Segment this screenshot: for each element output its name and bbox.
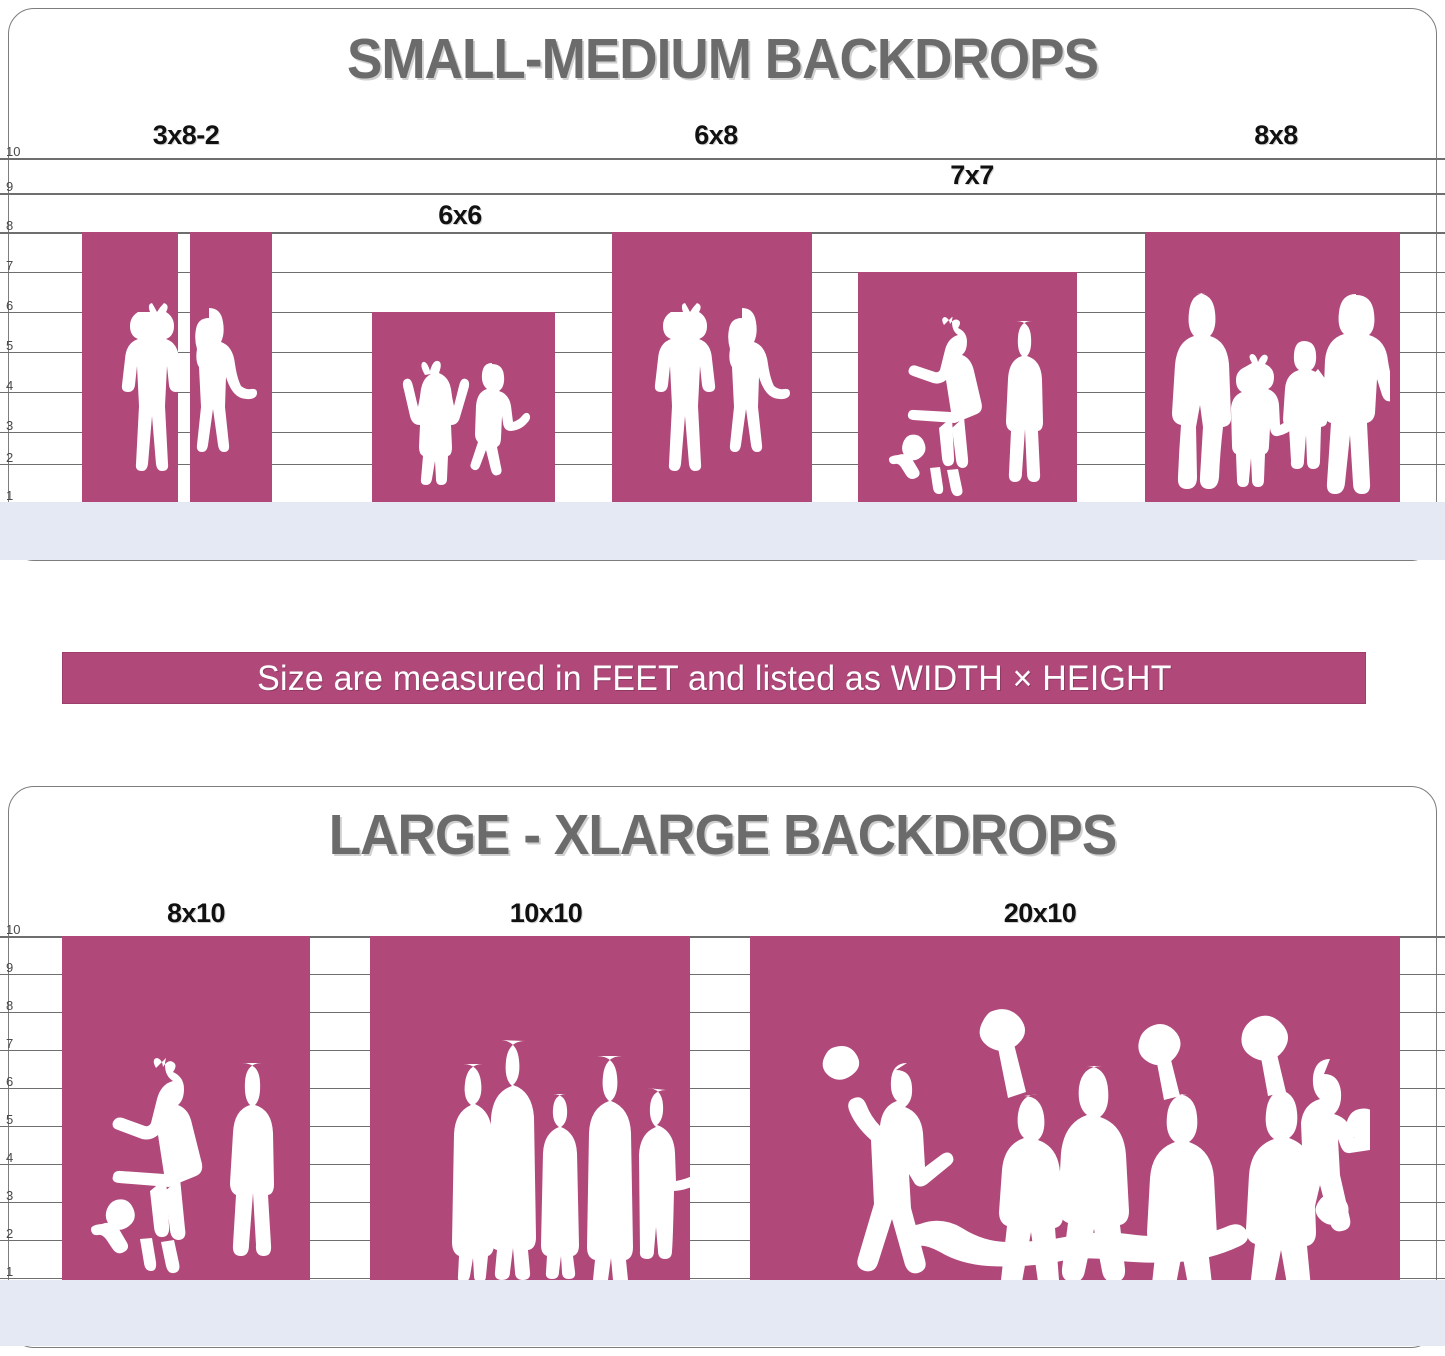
bar-label-20x10: 20x10 [1003, 898, 1077, 928]
tick-label-b-4: 4 [6, 1150, 14, 1165]
bar-label-7x7: 7x7 [950, 160, 994, 190]
gridline-b-4 [0, 1164, 1445, 1165]
tick-label-4: 4 [6, 378, 14, 393]
tick-label-8: 8 [6, 218, 14, 233]
size-note-banner: Size are measured in FEET and listed as … [62, 652, 1366, 704]
tick-label-9: 9 [6, 179, 14, 194]
family-of-four-silhouette [1158, 287, 1390, 502]
gridline-10 [0, 158, 1445, 160]
tick-label-b-10: 10 [6, 922, 21, 937]
cheerleader-squad-silhouette [800, 1000, 1370, 1280]
gridline-9 [0, 193, 1445, 195]
two-girls-silhouette-a [112, 302, 262, 502]
two-children-silhouette [395, 359, 535, 502]
tick-label-3: 3 [6, 418, 14, 433]
floor-strip-bottom [0, 1280, 1445, 1346]
bar-label-10x10: 10x10 [509, 898, 583, 928]
gridline-b-9 [0, 974, 1445, 975]
two-girls-silhouette-b [645, 302, 795, 502]
bar-6x6[interactable] [372, 312, 555, 502]
tick-label-7: 7 [6, 258, 14, 273]
bar-label-8x10: 8x10 [166, 898, 226, 928]
group-of-people-silhouette [425, 1032, 695, 1280]
tick-label-2: 2 [6, 450, 14, 465]
bar-label-6x6: 6x6 [438, 200, 482, 230]
tick-label-b-3: 3 [6, 1188, 14, 1203]
woman-stroller-man-silhouette-a [880, 317, 1055, 502]
gridline-b-6 [0, 1088, 1445, 1089]
tick-label-5: 5 [6, 338, 14, 353]
tick-label-b-8: 8 [6, 998, 14, 1013]
floor-strip-top [0, 502, 1445, 560]
gridline-b-10 [0, 936, 1445, 938]
gridline-b-2 [0, 1240, 1445, 1241]
tick-label-b-7: 7 [6, 1036, 14, 1051]
tick-label-b-5: 5 [6, 1112, 14, 1127]
tick-label-b-9: 9 [6, 960, 14, 975]
bar-label-3x8-2: 3x8-2 [152, 120, 220, 150]
chart-large-xlarge: 10 9 8 7 6 5 4 3 2 1 [0, 900, 1445, 1280]
gridline-b-1 [0, 1278, 1445, 1279]
page-title-large-xlarge: LARGE - XLARGE BACKDROPS [328, 803, 1118, 867]
bar-label-6x8: 6x8 [694, 120, 738, 150]
page-title-small-medium: SMALL-MEDIUM BACKDROPS [346, 27, 1099, 91]
tick-label-b-2: 2 [6, 1226, 14, 1241]
tick-label-b-6: 6 [6, 1074, 14, 1089]
size-note-text: Size are measured in FEET and listed as … [256, 658, 1172, 698]
gridline-b-5 [0, 1126, 1445, 1127]
gridline-b-7 [0, 1050, 1445, 1051]
plot-area-small-medium: 3x8-2 6x6 6x8 7x7 8x8 [0, 122, 1445, 502]
gridline-b-8 [0, 1012, 1445, 1013]
tick-label-10: 10 [6, 144, 21, 159]
plot-area-large-xlarge: 8x10 10x10 20x10 [0, 900, 1445, 1280]
tick-label-b-1: 1 [6, 1264, 14, 1279]
woman-stroller-man-silhouette-b [80, 1058, 285, 1280]
tick-label-1: 1 [6, 488, 14, 503]
bar-label-8x8: 8x8 [1254, 120, 1298, 150]
gridline-b-3 [0, 1202, 1445, 1203]
chart-small-medium: 10 9 8 7 6 5 4 3 2 1 [0, 122, 1445, 503]
tick-label-6: 6 [6, 298, 14, 313]
